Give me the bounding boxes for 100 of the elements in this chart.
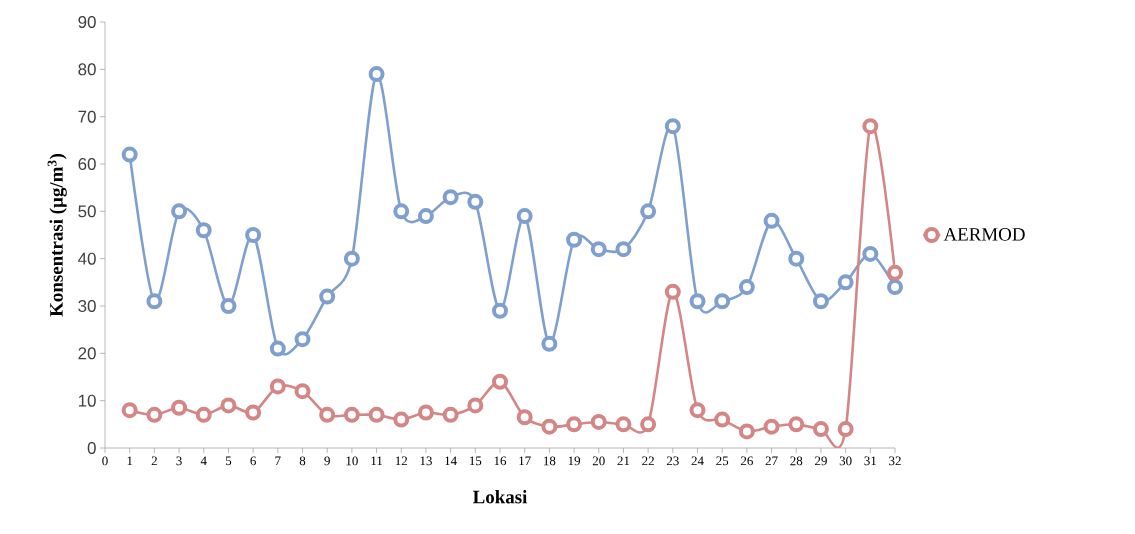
point	[541, 335, 558, 352]
x-tick-label: 17	[519, 456, 531, 466]
point	[689, 293, 706, 310]
y-tick-label: 80	[78, 63, 96, 76]
y-tick-label: 40	[78, 252, 96, 265]
point	[664, 283, 681, 300]
x-tick-label: 8	[299, 456, 306, 466]
y-tick-label: 90	[78, 16, 96, 29]
x-tick-label: 18	[544, 456, 556, 466]
x-tick-label: 32	[889, 456, 901, 466]
point	[269, 340, 286, 357]
x-tick-label: 28	[790, 456, 803, 466]
point	[887, 279, 904, 296]
point	[590, 413, 607, 430]
x-tick-label: 27	[765, 456, 778, 466]
point	[343, 250, 360, 267]
point	[393, 203, 410, 220]
point	[615, 241, 632, 258]
x-tick-label: 23	[666, 456, 679, 466]
x-tick-label: 7	[275, 456, 281, 465]
x-tick-label: 9	[324, 456, 330, 466]
point	[146, 406, 163, 423]
point	[294, 331, 311, 348]
x-tick-label: 30	[839, 456, 852, 466]
point	[492, 373, 508, 390]
y-tick-label: 20	[78, 347, 96, 360]
x-tick-label: 10	[346, 456, 358, 466]
point	[343, 406, 360, 423]
point	[516, 409, 533, 426]
x-tick-label: 12	[395, 456, 408, 466]
point	[812, 421, 829, 438]
point	[714, 411, 731, 428]
x-tick-label: 29	[815, 456, 827, 466]
point	[763, 212, 780, 229]
point	[467, 397, 484, 414]
x-tick-label: 1	[127, 456, 133, 466]
point	[590, 241, 607, 258]
x-tick-label: 21	[617, 456, 630, 466]
point	[862, 118, 879, 135]
point	[245, 227, 262, 243]
x-tick-label: 6	[250, 456, 256, 466]
point	[368, 406, 385, 423]
point	[195, 406, 212, 423]
point	[121, 146, 138, 163]
x-tick-label: 14	[445, 456, 457, 466]
point	[319, 406, 336, 423]
x-tick-label: 13	[420, 456, 432, 466]
x-tick-label: 22	[642, 456, 654, 466]
point	[442, 406, 459, 423]
y-tick-label: 30	[78, 300, 96, 312]
point	[467, 193, 484, 210]
point	[319, 288, 336, 305]
y-axis-title: Konsentrasi (µg/m$^{3}$)	[47, 154, 67, 317]
point	[689, 402, 706, 419]
x-tick-label: 25	[716, 456, 729, 466]
point	[294, 383, 311, 400]
point	[195, 222, 212, 239]
point	[541, 418, 558, 435]
x-tick-label: 20	[592, 456, 605, 466]
point	[887, 264, 904, 281]
x-axis-title: Lokasi	[472, 490, 528, 504]
point	[763, 418, 780, 435]
point	[812, 293, 829, 310]
point	[516, 208, 533, 225]
point	[220, 298, 237, 314]
point	[245, 404, 262, 421]
point	[664, 118, 681, 135]
point	[788, 250, 805, 267]
point	[121, 402, 138, 419]
legend-label: AERMOD	[943, 227, 1025, 241]
point	[837, 421, 854, 438]
x-tick-label: 0	[102, 456, 108, 466]
point	[640, 203, 657, 220]
point	[146, 293, 163, 310]
point	[837, 274, 854, 291]
y-tick-label: 10	[78, 394, 96, 407]
x-tick-label: 2	[151, 456, 157, 466]
point	[220, 397, 237, 414]
x-tick-label: 3	[176, 456, 182, 466]
point	[714, 293, 731, 310]
x-tick-label: 11	[371, 456, 383, 466]
point	[615, 416, 632, 433]
point	[442, 189, 459, 206]
point	[640, 416, 657, 433]
x-tick-label: 4	[200, 456, 207, 466]
point	[862, 245, 879, 262]
y-tick-label: 70	[78, 110, 96, 123]
x-tick-label: 15	[469, 456, 482, 466]
point	[738, 423, 755, 440]
point	[171, 203, 188, 220]
y-tick-label: 60	[78, 158, 96, 170]
point	[417, 208, 434, 225]
point	[393, 411, 410, 428]
y-tick-label: 50	[78, 205, 96, 218]
point	[492, 302, 508, 319]
point	[269, 378, 286, 395]
x-tick-label: 24	[691, 456, 704, 466]
point	[417, 404, 434, 421]
x-tick-label: 31	[864, 456, 877, 466]
y-tick-label: 0	[87, 442, 96, 454]
